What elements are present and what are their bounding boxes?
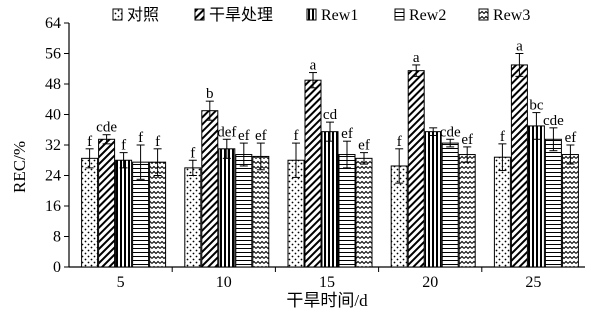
bar <box>321 131 339 268</box>
bar <box>544 138 562 268</box>
significance-label: f <box>397 134 402 150</box>
x-axis-label: 干旱时间/d <box>286 291 368 310</box>
significance-label: f <box>155 134 160 150</box>
y-tick-label: 64 <box>45 15 61 32</box>
legend-label: Rew3 <box>493 7 530 24</box>
axes: 0 8 16 24 32 40 48 56 64 5 10 15 20 25 <box>45 15 585 291</box>
y-tick-label: 32 <box>45 137 61 154</box>
x-tick-label: 15 <box>319 274 335 291</box>
y-tick-label: 56 <box>45 46 61 63</box>
x-tick-label: 5 <box>117 274 125 291</box>
significance-label: ef <box>255 128 267 144</box>
bar <box>235 154 253 268</box>
y-tick-label: 48 <box>45 76 61 93</box>
legend-label: 干旱处理 <box>209 6 273 24</box>
legend-swatch <box>194 8 205 21</box>
bar <box>304 79 322 268</box>
significance-label: f <box>87 134 92 150</box>
significance-label: cde <box>96 120 117 136</box>
significance-label: f <box>121 138 126 154</box>
y-tick-label: 40 <box>45 107 61 124</box>
bar <box>252 155 270 268</box>
significance-label: def <box>217 124 236 140</box>
bar <box>355 157 373 268</box>
bar <box>184 167 202 268</box>
significance-label: f <box>500 129 505 145</box>
legend-label: 对照 <box>127 6 159 24</box>
bar <box>441 142 459 268</box>
significance-label: ef <box>341 126 353 142</box>
significance-label: a <box>413 50 420 66</box>
significance-label: b <box>206 86 214 102</box>
y-tick-label: 0 <box>53 259 61 276</box>
significance-label: f <box>138 130 143 146</box>
significance-label: f <box>294 128 299 144</box>
bar <box>561 154 579 268</box>
x-tick-label: 20 <box>422 274 438 291</box>
bar <box>149 161 167 268</box>
y-axis-label: REC/% <box>10 141 29 193</box>
bar <box>458 154 476 268</box>
significance-label: cde <box>440 124 461 140</box>
legend-label: Rew2 <box>409 7 446 24</box>
significance-label: cd <box>323 107 338 123</box>
bar <box>338 154 356 268</box>
significance-label: f <box>190 145 195 161</box>
bar <box>407 70 425 268</box>
x-tick-label: 25 <box>525 274 541 291</box>
bar <box>218 148 236 268</box>
bar <box>424 131 442 268</box>
significance-label: ef <box>565 130 577 146</box>
legend: 对照 干旱处理 Rew1 Rew2 Rew3 <box>112 6 530 24</box>
legend-swatch <box>112 8 123 21</box>
bar <box>98 138 116 268</box>
legend-swatch <box>306 8 317 21</box>
y-tick-label: 8 <box>53 229 61 246</box>
legend-label: Rew1 <box>321 7 358 24</box>
y-tick-label: 24 <box>45 168 61 185</box>
x-tick-label: 10 <box>216 274 232 291</box>
bar <box>81 157 99 268</box>
significance-label: ef <box>461 132 473 148</box>
bar <box>493 156 511 268</box>
significance-label: a <box>516 39 523 55</box>
significance-label: cde <box>543 113 564 129</box>
legend-swatch <box>478 8 489 21</box>
significance-label: bc <box>529 98 544 114</box>
legend-swatch <box>394 8 405 21</box>
y-tick-label: 16 <box>45 198 61 215</box>
significance-label: a <box>310 58 317 74</box>
significance-label: ef <box>238 128 250 144</box>
bar <box>510 64 528 268</box>
bar <box>201 110 219 268</box>
bar <box>527 125 545 268</box>
significance-label: ef <box>358 138 370 154</box>
bar <box>115 159 133 268</box>
